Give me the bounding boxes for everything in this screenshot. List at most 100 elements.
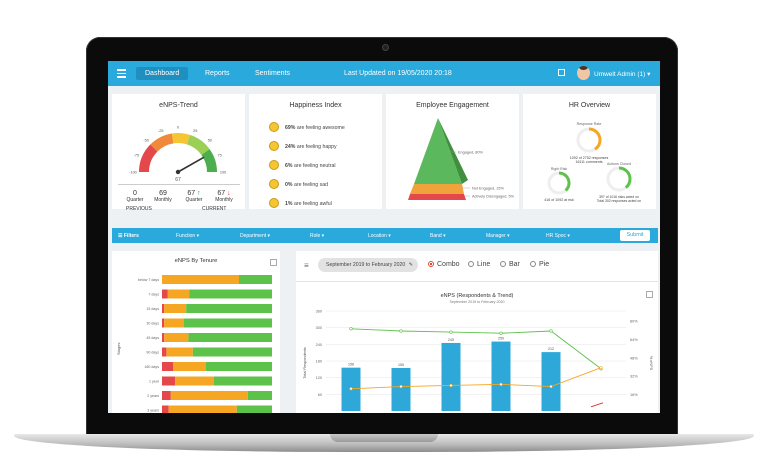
gauge-tick-label: 100: [220, 171, 226, 175]
pyramid-engaged: [414, 118, 462, 184]
filter-department[interactable]: Department ▾: [240, 233, 271, 239]
tenure-bar-segment: [175, 376, 214, 386]
webcam: [382, 44, 389, 51]
tenure-bar-segment: [184, 318, 272, 328]
gauge-tick-label: -75: [134, 153, 140, 157]
enps-green-point: [499, 331, 503, 335]
tenure-bar-segment: [164, 333, 189, 342]
gauge-segment: [139, 144, 158, 173]
filter-role[interactable]: Role ▾: [310, 233, 325, 239]
last-updated-text: Last Updated on 19/05/2020 20:18: [344, 70, 452, 77]
panel-title: eNPS By Tenure: [174, 258, 218, 264]
bar-label: 245: [448, 338, 454, 342]
gauge-segment: [186, 134, 210, 156]
radio-combo[interactable]: Combo: [428, 261, 460, 268]
tenure-category-label: 180 days: [144, 365, 159, 369]
tenure-category-label: below 7 days: [138, 278, 159, 282]
tab-dashboard[interactable]: Dashboard: [136, 67, 189, 80]
gauge-needle: [177, 156, 205, 173]
right-risk-donut: [547, 171, 571, 195]
bar: [441, 342, 461, 411]
date-range-picker[interactable]: September 2019 to February 2020 ✎: [318, 258, 418, 272]
current-label: CURRENT: [202, 206, 227, 212]
filter-function[interactable]: Function ▾: [176, 233, 200, 239]
hamburger-menu-icon[interactable]: [117, 69, 126, 78]
bar: [541, 352, 561, 411]
user-name: Umwelt Admin (1): [594, 71, 646, 78]
select-checkbox[interactable]: [270, 259, 277, 266]
stat-item: 0 Quarter: [126, 190, 144, 203]
tenure-bar-segment: [162, 289, 168, 299]
laptop-base: [14, 434, 754, 452]
bar-label: 250: [498, 337, 504, 341]
laptop-notch: [330, 434, 438, 442]
tenure-bar-chart: Stages below 7 days 7 days 15 days 30 days 4…: [116, 275, 272, 413]
stat-item: 69 Monthly: [154, 190, 172, 203]
chart-filter-icon[interactable]: ≡: [304, 261, 309, 270]
sad-face-icon: [269, 179, 279, 189]
filter-band[interactable]: Band ▾: [430, 233, 446, 239]
pyramid-not-engaged: [410, 184, 464, 194]
chart-subtitle: September 2019 to February 2020: [450, 300, 505, 304]
enps-orange-point: [549, 384, 553, 389]
tenure-category-label: 3 years: [147, 409, 159, 413]
gauge-tick-label: 75: [217, 153, 221, 157]
bar: [391, 367, 411, 411]
tab-reports[interactable]: Reports: [205, 70, 230, 77]
submit-button[interactable]: Submit: [620, 230, 650, 241]
response-text: 1092 of 2752 responses: [570, 156, 609, 160]
filter-hr-spoc[interactable]: HR Spoc ▾: [546, 233, 570, 239]
tenure-category-label: 45 days: [146, 336, 159, 340]
radio-line[interactable]: Line: [468, 261, 490, 268]
app-screen: Dashboard Reports Sentiments Last Update…: [108, 61, 660, 413]
tenure-bar-segment: [167, 289, 190, 299]
filter-manager[interactable]: Manager ▾: [486, 233, 510, 239]
enps-green-line: [350, 328, 602, 370]
enps-trend-card: eNPS-Trend -100 -75 -50 -25 0 25 50 75 100 67 0 Qu…: [112, 94, 245, 212]
tenure-bar-segment: [236, 405, 272, 413]
y-axis-label: Total Respondents: [303, 347, 307, 379]
hr-donuts: Response Rate 1092 of 2752 responses 161…: [544, 122, 641, 203]
gauge-segment: [201, 149, 217, 173]
enps-red-line: [590, 402, 604, 408]
bar-label: 212: [548, 347, 554, 351]
radio-bar[interactable]: Bar: [500, 261, 520, 268]
tenure-bar-segment: [166, 347, 193, 357]
enps-combo-chart: eNPS (Respondents & Trend) September 201…: [303, 293, 653, 411]
happiness-index-card: Happiness Index 69% are feeling awesome …: [249, 94, 382, 209]
fullscreen-icon[interactable]: [558, 69, 565, 76]
tenure-bar-segment: [162, 333, 165, 342]
y-tick-label: 240: [316, 343, 322, 347]
pyramid-label: Not Engaged, 15%: [472, 187, 504, 191]
tenure-ylabel: Stages: [116, 343, 121, 355]
awful-face-icon: [269, 198, 279, 208]
select-checkbox[interactable]: [646, 291, 653, 298]
avatar[interactable]: [577, 66, 590, 80]
filter-location[interactable]: Location ▾: [368, 233, 391, 239]
tenure-bar-segment: [213, 376, 272, 386]
filters-bar: ☰ Filters Function ▾ Department ▾ Role ▾…: [112, 228, 658, 243]
card-title: HR Overview: [568, 102, 611, 109]
tenure-bar-segment: [162, 376, 176, 386]
radio-pie[interactable]: Pie: [530, 261, 549, 268]
response-rate-label: Response Rate: [577, 122, 602, 126]
gauge-segment: [150, 133, 174, 152]
gauge-tick-label: -100: [129, 171, 137, 175]
gauge-tick-label: -50: [143, 139, 149, 143]
tenure-bar-segment: [247, 391, 272, 400]
tenure-bar-segment: [162, 275, 239, 284]
stat-item: 67 ↑ Quarter: [185, 190, 203, 203]
y2-tick-label: 32%: [630, 375, 638, 379]
response-sub: 16111 comments: [575, 160, 602, 164]
tenure-category-label: 15 days: [146, 307, 159, 311]
gauge-value: 67: [175, 177, 181, 183]
y-tick-label: 360: [316, 310, 322, 314]
bar: [491, 341, 511, 411]
tab-sentiments[interactable]: Sentiments: [255, 70, 291, 77]
tenure-category-label: 7 days: [148, 293, 159, 297]
employee-engagement-card: Employee Engagement Engaged, 80% Not Eng…: [386, 94, 519, 209]
card-title: Employee Engagement: [416, 102, 489, 109]
user-menu[interactable]: Umwelt Admin (1) ▾: [594, 71, 651, 78]
enps-orange-point: [499, 382, 503, 386]
actions-closed-label: Actions Closed: [607, 162, 631, 166]
